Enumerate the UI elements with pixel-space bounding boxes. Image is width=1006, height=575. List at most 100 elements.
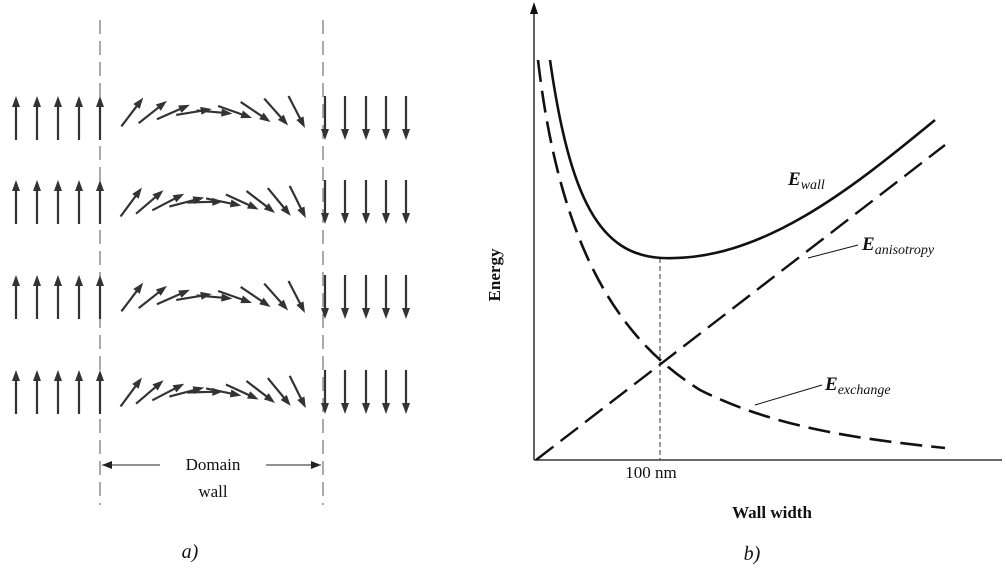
wall-label: wall [198, 482, 228, 501]
exchange-curve [536, 59, 946, 450]
spin-head [321, 213, 329, 224]
spin-head [178, 289, 190, 298]
spin-head [321, 129, 329, 140]
spin-head [54, 96, 62, 107]
spin-shaft [120, 286, 141, 312]
spin-shaft [205, 387, 236, 396]
spin-head [155, 100, 167, 111]
spin-head [246, 201, 259, 210]
spin-head [296, 301, 305, 314]
curve-label: Eanisotropy [861, 234, 935, 258]
spin-head [341, 213, 349, 224]
spin-head [382, 213, 390, 224]
spin-head [362, 129, 370, 140]
spin-shaft [156, 106, 185, 121]
spin-shaft [287, 280, 304, 309]
spin-head [33, 275, 41, 286]
spin-shaft [245, 190, 271, 211]
spin-head [246, 391, 259, 400]
wall-label: Domain [186, 455, 241, 474]
spin-head [33, 370, 41, 381]
spin-head [259, 297, 271, 308]
x-marker-label: 100 nm [625, 463, 676, 482]
spin-head [402, 129, 410, 140]
spin-head [33, 96, 41, 107]
wall-curve [548, 59, 936, 260]
bracket-head [102, 461, 112, 469]
curve-label: Eexchange [824, 374, 891, 398]
subscript: wall [801, 178, 825, 193]
spin-head [33, 180, 41, 191]
symbol: E [824, 374, 838, 395]
x-axis-label: Wall width [732, 503, 812, 522]
spin-head [362, 403, 370, 414]
spin-head [229, 389, 242, 398]
spin-head [75, 180, 83, 191]
spin-head [54, 180, 62, 191]
spin-head [240, 110, 253, 119]
spin-head [221, 108, 233, 117]
spin-head [280, 394, 291, 406]
spin-head [229, 199, 242, 208]
spin-head [172, 193, 185, 203]
spin-head [277, 299, 289, 311]
spin-head [96, 180, 104, 191]
spin-head [133, 282, 144, 294]
spin-head [96, 275, 104, 286]
symbol: E [861, 234, 875, 255]
spin-shaft [287, 95, 304, 124]
spin-head [297, 206, 306, 219]
spin-head [240, 295, 253, 304]
bracket-head [311, 461, 321, 469]
anisotropy-curve [535, 144, 946, 461]
spin-head [382, 403, 390, 414]
spin-shaft [205, 197, 236, 206]
spin-shaft [245, 380, 271, 401]
spin-head [152, 380, 164, 391]
spin-head [12, 180, 20, 191]
y-axis-label: Energy [485, 248, 504, 301]
spin-head [277, 114, 289, 126]
spin-head [54, 370, 62, 381]
spin-head [263, 203, 276, 213]
spin-head [75, 275, 83, 286]
spin-shaft [187, 200, 218, 204]
panel-b: Ewall Eanisotropy Eexchange 100 nm Energ… [485, 2, 1002, 565]
spin-head [362, 213, 370, 224]
spin-head [297, 396, 306, 409]
spin-shaft [138, 103, 163, 125]
spin-head [296, 116, 305, 129]
spin-head [221, 293, 233, 302]
spin-head [132, 187, 142, 199]
leader-line [807, 244, 859, 259]
curve-label: Ewall [787, 169, 825, 193]
spin-head [96, 370, 104, 381]
caption: a) [182, 541, 199, 563]
subscript: exchange [838, 383, 891, 398]
spin-head [280, 204, 291, 216]
spin-head [382, 308, 390, 319]
caption: b) [744, 543, 761, 565]
panel-a: Domain wall a) [12, 20, 410, 563]
spin-head [362, 308, 370, 319]
spin-head [402, 213, 410, 224]
spin-head [341, 129, 349, 140]
spin-head [382, 129, 390, 140]
spin-head [96, 96, 104, 107]
spin-head [75, 96, 83, 107]
spin-head [321, 403, 329, 414]
spin-head [75, 370, 83, 381]
spin-shaft [196, 109, 227, 115]
spin-shaft [151, 195, 180, 212]
subscript: anisotropy [875, 243, 935, 258]
spin-head [341, 308, 349, 319]
spin-head [402, 308, 410, 319]
spin-head [259, 112, 271, 123]
leader-line [754, 384, 823, 406]
spin-head [402, 403, 410, 414]
axis-arrow [530, 2, 538, 14]
spin-head [263, 393, 276, 403]
spin-shaft [119, 381, 140, 408]
spin-head [132, 377, 142, 389]
